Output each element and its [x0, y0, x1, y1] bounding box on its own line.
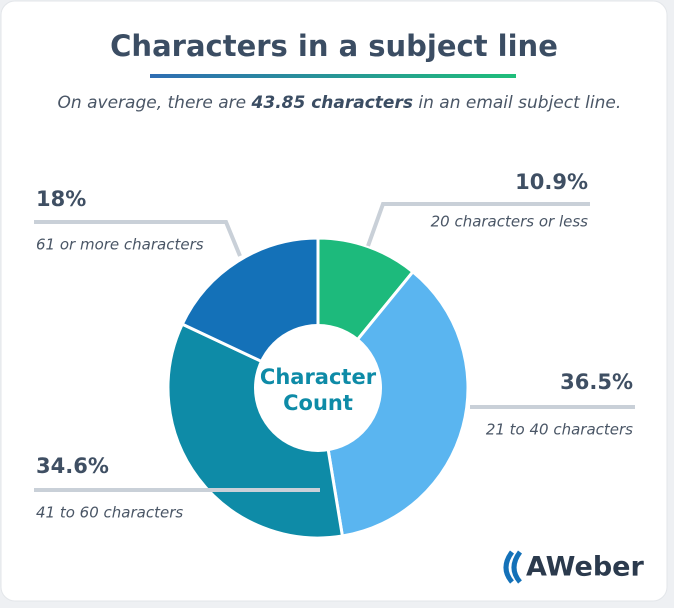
- logo: AWeber: [503, 550, 644, 584]
- value-label: 10.9%: [515, 170, 588, 194]
- leader-line: [34, 220, 242, 257]
- subtitle: On average, there are 43.85 characters i…: [31, 93, 638, 113]
- value-label: 36.5%: [560, 370, 633, 394]
- value-label: 34.6%: [36, 454, 109, 478]
- category-label: 21 to 40 characters: [486, 421, 633, 439]
- title-underline: [150, 74, 516, 78]
- donut-slice: [316, 269, 470, 538]
- logo-icon: [503, 550, 515, 584]
- category-label: 41 to 60 characters: [36, 504, 183, 522]
- category-label: 20 characters or less: [431, 213, 589, 231]
- subtitle-text: in an email subject line.: [413, 93, 621, 113]
- center-label: Character: [260, 365, 377, 389]
- chart-title: Characters in a subject line: [110, 29, 558, 63]
- donut-hole: [254, 324, 382, 452]
- value-label: 18%: [36, 187, 86, 211]
- subtitle-emphasis: 43.85 characters: [251, 93, 413, 113]
- center-label: Count: [283, 391, 353, 415]
- donut: [166, 236, 470, 540]
- donut-slice: [166, 322, 345, 540]
- logo-icon: [511, 550, 523, 584]
- category-label: 61 or more characters: [36, 236, 204, 254]
- leader-line: [366, 202, 590, 247]
- logo-text: AWeber: [526, 552, 644, 583]
- subtitle-text: On average, there are: [58, 93, 252, 113]
